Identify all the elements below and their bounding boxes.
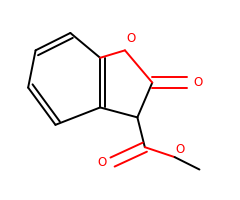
- Text: O: O: [126, 32, 135, 45]
- Text: O: O: [193, 76, 203, 89]
- Text: O: O: [176, 143, 185, 156]
- Text: O: O: [97, 156, 106, 169]
